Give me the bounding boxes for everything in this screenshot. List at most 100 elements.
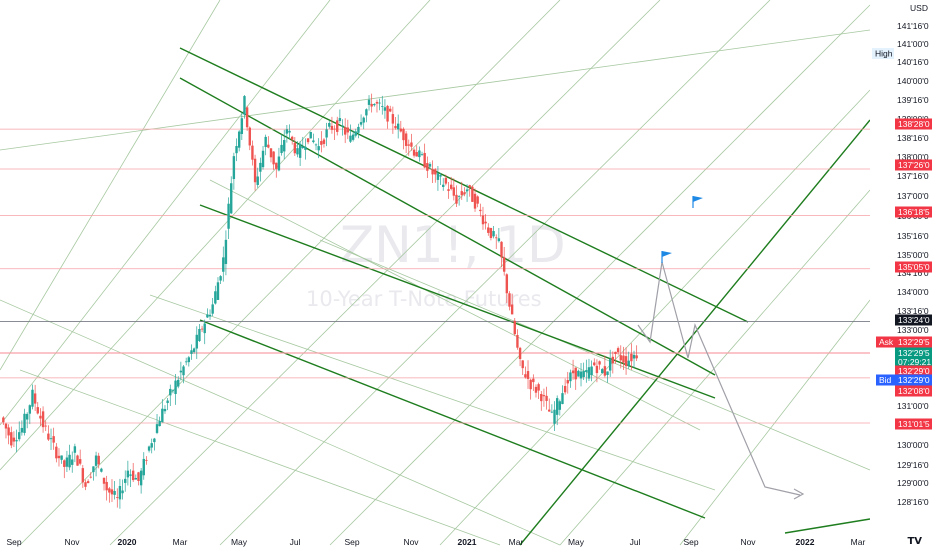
candle-body	[465, 189, 469, 192]
candle-body	[190, 350, 193, 354]
candle-body	[545, 395, 548, 401]
candle-body	[39, 415, 42, 419]
candle-body	[134, 477, 138, 480]
price-tag-bg	[895, 374, 932, 386]
candle-body	[306, 138, 310, 143]
candle-body	[606, 371, 609, 375]
candle-body	[55, 446, 58, 459]
candle-body	[508, 293, 511, 307]
price-tick-label: 137'16'0	[897, 171, 929, 181]
channel-line-bold	[199, 204, 716, 399]
candle-body	[97, 455, 100, 465]
price-tag-bg	[895, 206, 932, 218]
candle-body	[253, 158, 257, 183]
candle-body	[290, 136, 294, 140]
candle-body	[476, 196, 479, 204]
candle-body	[513, 320, 516, 335]
channel-line	[219, 0, 771, 546]
channel-line	[0, 0, 221, 371]
candle-body	[118, 486, 122, 500]
candle-body	[28, 405, 32, 414]
candle-body	[603, 366, 607, 376]
candle-body	[460, 191, 463, 196]
candle-body	[206, 314, 209, 318]
candle-body	[208, 314, 212, 317]
candle-body	[500, 241, 503, 258]
candle-body	[426, 163, 429, 171]
candle-body	[129, 474, 132, 476]
candle-body	[351, 134, 355, 140]
candle-body	[285, 129, 289, 134]
candle-body	[317, 146, 320, 151]
candle-body	[296, 148, 299, 155]
candle-body	[121, 490, 124, 494]
candle-body	[558, 401, 562, 410]
channel-line	[19, 0, 561, 546]
channel-line	[0, 29, 871, 151]
candle-body	[105, 481, 108, 491]
price-tag-value: 132'29'0	[898, 375, 930, 385]
candle-body	[65, 457, 69, 467]
candle-body	[404, 133, 408, 146]
candle-body	[177, 379, 180, 387]
candle-body	[367, 99, 371, 105]
channel-line	[319, 239, 871, 471]
time-tick-label: May	[568, 537, 585, 547]
candle-body	[442, 184, 445, 187]
candle-body	[232, 156, 236, 180]
candle-body	[410, 142, 413, 147]
price-tick-label: 138'16'0	[897, 133, 929, 143]
candle-body	[624, 356, 628, 367]
price-tag-bg	[895, 261, 932, 273]
tradingview-logo: TV	[907, 536, 922, 547]
price-tick-label: 131'00'0	[897, 401, 929, 411]
candle-body	[540, 393, 543, 402]
candle-body	[537, 384, 540, 391]
candle-body	[325, 129, 328, 138]
candle-body	[418, 150, 421, 158]
candle-body	[195, 334, 198, 349]
candle-body	[328, 123, 331, 127]
flags	[661, 196, 703, 263]
candle-body	[434, 169, 437, 175]
price-axis[interactable]: 141'16'0 141'00'0 140'16'0 140'00'0 139'16'0…	[870, 0, 932, 550]
candle-body	[312, 140, 315, 143]
price-tick-label: 133'16'0	[897, 306, 929, 316]
time-tick-label: Nov	[64, 537, 80, 547]
candle-body	[587, 367, 591, 379]
candle-body	[431, 169, 434, 175]
candle-body	[569, 372, 572, 382]
time-axis[interactable]: Sep Nov 2020 Mar May Jul Sep Nov 2021 Mar May Jul Se…	[6, 537, 865, 547]
candle-body	[354, 131, 357, 136]
candle-body	[373, 103, 376, 106]
candle-body	[240, 118, 244, 134]
candle-body	[524, 374, 527, 378]
price-tag-bg	[895, 418, 932, 430]
flag-icon	[693, 196, 703, 202]
candle-body	[235, 146, 238, 154]
candle-body	[15, 440, 18, 442]
price-tag-bg	[895, 347, 932, 359]
candle-body	[81, 468, 85, 483]
price-tick-label: 140'00'0	[897, 76, 929, 86]
candle-body	[92, 466, 95, 473]
candle-body	[237, 131, 241, 148]
time-tick-label: Jul	[290, 537, 301, 547]
candle-body	[25, 413, 29, 420]
price-tag-value: 132'29'5	[898, 337, 930, 347]
candle-body	[2, 417, 5, 423]
candle-body	[288, 130, 291, 133]
candle-body	[293, 142, 297, 154]
candle-body	[487, 227, 490, 233]
candle-body	[375, 101, 379, 104]
projection-line	[637, 261, 801, 496]
candle-body	[608, 358, 612, 371]
candle-body	[198, 328, 201, 342]
candle-body	[542, 395, 546, 397]
candle-body	[322, 139, 326, 144]
time-tick-label: 2022	[796, 537, 815, 547]
candle-body	[57, 455, 61, 459]
candle-body	[492, 231, 495, 237]
channel-line-bold	[199, 319, 706, 519]
